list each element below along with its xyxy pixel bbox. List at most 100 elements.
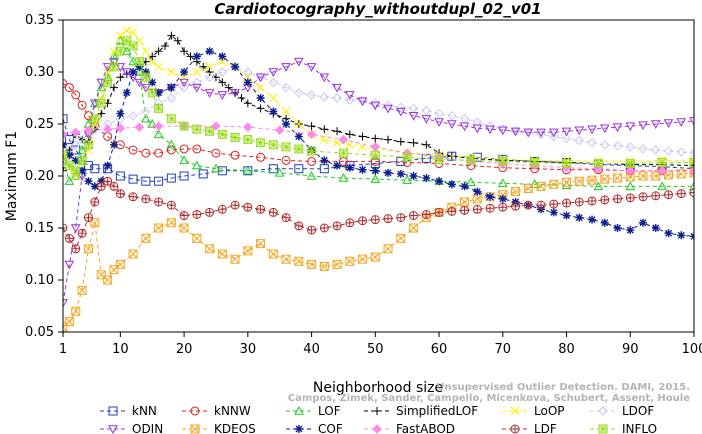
data-point-lof <box>166 139 177 149</box>
legend-label: COF <box>318 422 343 434</box>
data-point-cof <box>613 224 622 232</box>
data-point-fastabod <box>243 122 253 132</box>
data-point-ldof <box>434 108 444 119</box>
data-point-inflo <box>268 140 278 150</box>
data-point-ldf <box>217 204 227 214</box>
data-point-kdeos <box>523 183 533 193</box>
data-point-ldof <box>689 148 694 158</box>
data-point-knnw <box>256 152 266 162</box>
data-point-cof <box>129 68 138 76</box>
legend-item-inflo: INFLO <box>590 422 657 434</box>
data-point-ldof <box>561 133 572 144</box>
data-point-fastabod <box>134 122 145 132</box>
data-point-inflo <box>166 114 176 124</box>
data-point-ldf <box>64 233 74 243</box>
data-point-cof <box>575 213 584 222</box>
data-point-fastabod <box>83 125 94 135</box>
data-point-ldof <box>115 114 126 124</box>
data-point-cof <box>154 88 163 97</box>
data-point-odin <box>179 78 189 88</box>
data-point-loop <box>319 135 329 144</box>
data-point-lof <box>211 163 221 173</box>
data-point-loop <box>345 140 355 150</box>
data-point-loop <box>689 156 694 165</box>
legend-item-lof: LOF <box>286 404 341 418</box>
data-point-ldof <box>332 93 342 103</box>
data-point-inflo <box>179 121 189 131</box>
data-point-cof <box>562 211 571 220</box>
legend-label: ODIN <box>132 422 163 434</box>
legend-label: KDEOS <box>214 422 256 434</box>
x-tick-label: 20 <box>176 342 193 357</box>
data-point-lof <box>466 177 476 186</box>
data-point-ldf <box>370 215 380 225</box>
data-point-lof <box>191 160 202 170</box>
data-point-cof <box>84 177 93 186</box>
data-point-ldof <box>243 67 253 77</box>
data-point-ldf <box>307 225 317 235</box>
legend-item-knnw: kNNW <box>182 404 251 418</box>
series-line-ldf <box>63 180 694 250</box>
data-point-ldof <box>651 145 661 155</box>
data-point-kdeos <box>307 259 317 269</box>
data-point-knnw <box>63 78 68 88</box>
data-point-loop <box>167 67 176 77</box>
watermark-line: Unsupervised Outlier Detection. DAMI, 20… <box>436 382 690 393</box>
data-point-odin <box>121 68 132 78</box>
data-point-kdeos <box>409 223 419 233</box>
data-point-ldof <box>625 142 635 152</box>
data-point-kdeos <box>71 306 81 316</box>
data-point-odin <box>574 126 585 136</box>
data-point-cof <box>409 172 418 180</box>
data-point-inflo <box>122 36 132 46</box>
data-point-odin <box>408 111 419 121</box>
data-point-inflo <box>71 166 81 176</box>
legend-label: LDOF <box>622 404 654 418</box>
data-point-lof <box>77 144 87 154</box>
data-point-fastabod <box>338 134 349 145</box>
data-point-ldf <box>676 189 686 199</box>
data-point-ldf <box>109 181 119 191</box>
data-point-inflo <box>109 62 119 72</box>
data-point-ldf <box>268 207 278 217</box>
data-point-odin <box>370 101 381 111</box>
data-point-ldof <box>319 92 330 102</box>
data-point-odin <box>293 57 304 67</box>
data-point-odin <box>281 63 291 72</box>
data-point-lof <box>402 175 413 184</box>
data-point-kdeos <box>128 249 138 259</box>
data-point-kdeos <box>217 249 227 259</box>
data-point-cof <box>422 174 431 183</box>
data-point-inflo <box>192 124 202 134</box>
y-tick-label: 0.25 <box>25 117 54 132</box>
data-point-cof <box>180 68 189 76</box>
data-point-odin <box>625 122 636 132</box>
data-point-inflo <box>115 46 125 56</box>
data-point-ldof <box>268 77 279 88</box>
data-point-knnw <box>179 144 189 154</box>
data-point-knnw <box>192 144 202 154</box>
data-point-ldof <box>128 110 138 121</box>
data-point-odin <box>64 260 75 270</box>
data-point-odin <box>485 125 495 135</box>
data-point-odin <box>548 128 559 138</box>
data-point-odin <box>134 78 145 88</box>
data-point-ldof <box>396 102 406 113</box>
data-point-loop <box>122 26 132 35</box>
data-point-ldof <box>498 124 508 134</box>
data-point-inflo <box>466 155 476 165</box>
x-tick-label: 70 <box>495 342 512 357</box>
data-point-ldof <box>447 110 457 121</box>
data-point-lof <box>64 176 75 185</box>
data-point-odin <box>217 91 228 100</box>
data-point-knnw <box>281 155 291 165</box>
data-point-inflo <box>103 77 113 87</box>
data-point-kdeos <box>370 252 380 262</box>
data-point-cof <box>639 218 648 227</box>
data-point-ldf <box>332 221 342 231</box>
data-point-cof <box>435 177 444 186</box>
data-point-knn <box>319 164 329 174</box>
data-point-ldof <box>536 129 546 140</box>
data-point-odin <box>510 127 521 137</box>
data-point-ldf <box>243 202 253 212</box>
